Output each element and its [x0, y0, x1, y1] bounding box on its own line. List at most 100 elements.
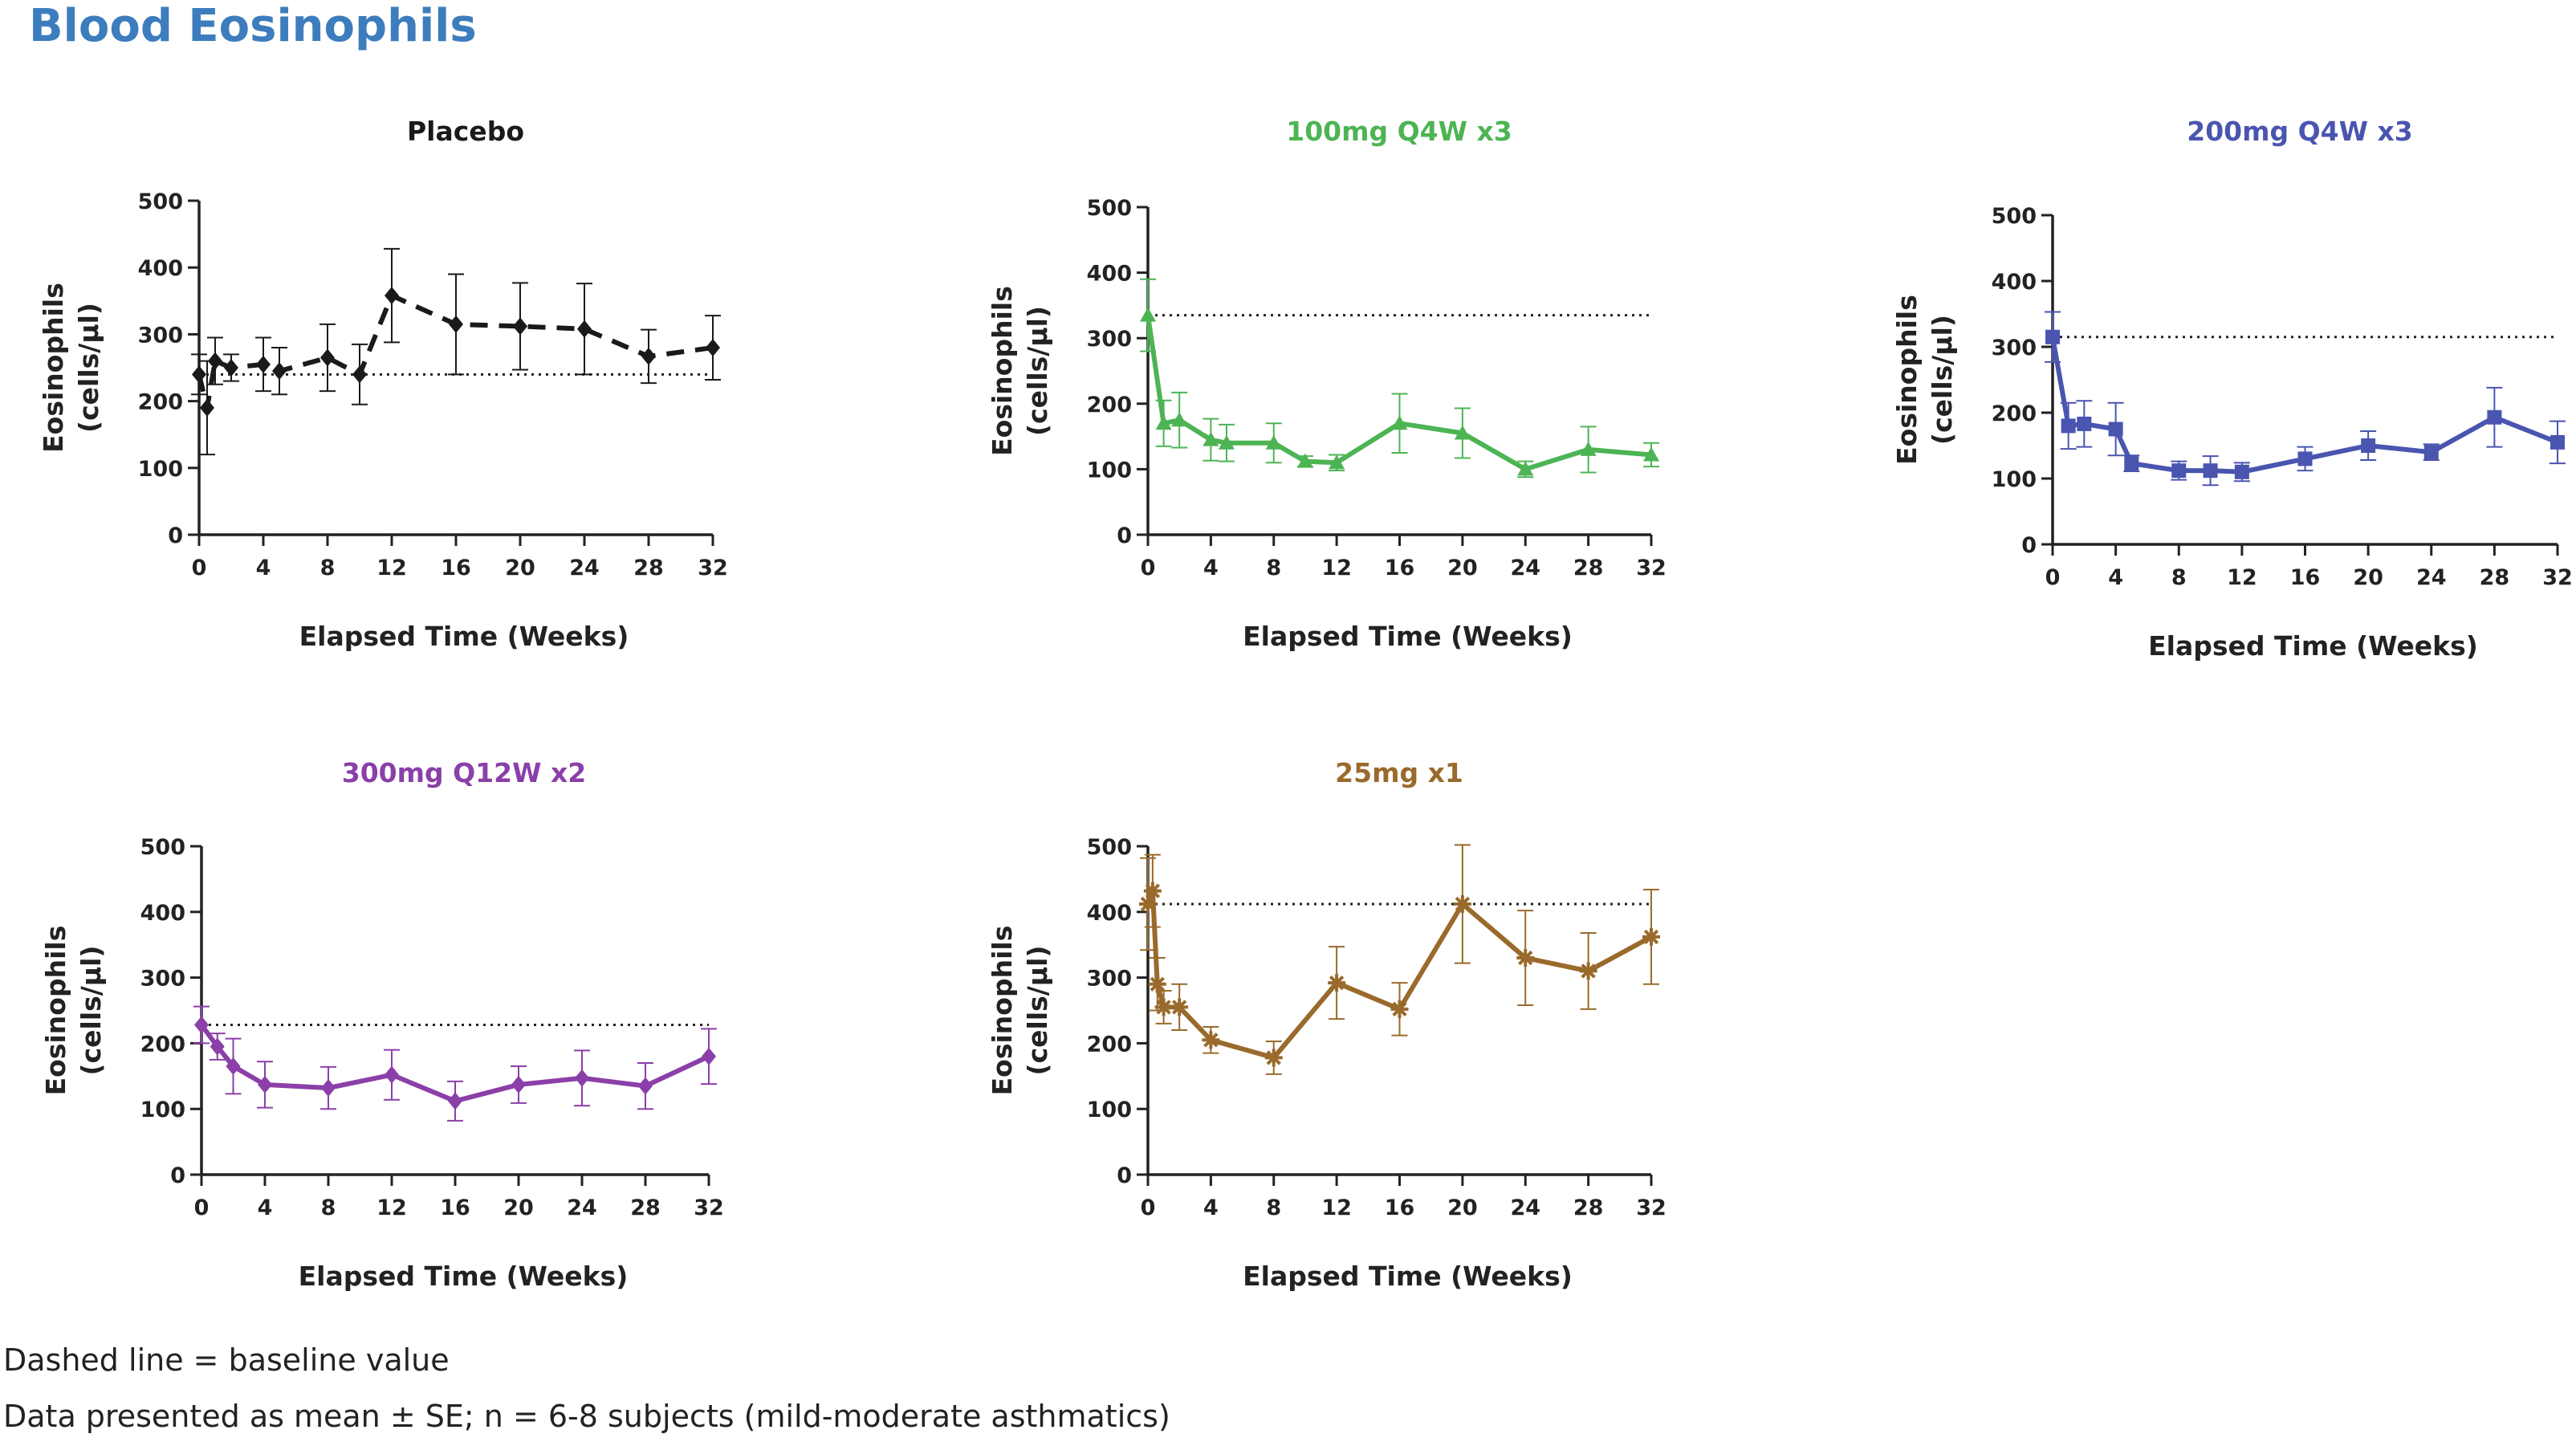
panel-3: 200mg Q4W x3 0 100 200 300 400 500 0 4 8 12 16 20 24 2…	[1891, 116, 2573, 662]
data-point	[1580, 441, 1597, 456]
panel-title: 200mg Q4W x3	[2187, 116, 2413, 147]
y-tick-label: 300	[138, 323, 183, 348]
x-tick-label: 4	[2108, 565, 2123, 590]
data-point	[256, 355, 271, 373]
footnote-data-note: Data presented as mean ± SE; n = 6-8 sub…	[3, 1399, 1170, 1434]
x-tick-label: 24	[1510, 1195, 1540, 1220]
data-point	[2171, 463, 2187, 479]
data-point	[1148, 975, 1166, 993]
y-tick-label: 0	[170, 1163, 185, 1188]
data-point	[2124, 456, 2139, 471]
x-tick-label: 12	[376, 1195, 407, 1220]
y-tick-label: 200	[140, 1032, 185, 1057]
data-point	[258, 1075, 272, 1094]
x-axis-label: Elapsed Time (Weeks)	[299, 621, 629, 652]
data-point	[226, 1057, 241, 1076]
data-point	[320, 348, 335, 367]
y-tick-label: 200	[138, 390, 183, 415]
y-tick-label: 0	[168, 523, 183, 548]
data-point	[1155, 415, 1172, 430]
x-tick-label: 32	[1636, 556, 1666, 580]
data-point	[513, 317, 527, 336]
panel-2: 100mg Q4W x3 0 100 200 300 400 500 0 4 8 12 16 20 24 2…	[987, 116, 1666, 652]
x-tick-label: 12	[376, 556, 407, 580]
y-tick-label: 500	[138, 189, 183, 214]
x-tick-label: 20	[1447, 556, 1478, 580]
data-point	[1329, 454, 1345, 470]
x-axis-label: Elapsed Time (Weeks)	[2148, 630, 2478, 662]
data-point	[1516, 949, 1535, 967]
panel-title: 300mg Q12W x2	[342, 757, 587, 788]
y-tick-label: 500	[1992, 204, 2037, 229]
data-point	[208, 352, 222, 370]
x-tick-label: 8	[2171, 565, 2187, 590]
y-tick-label: 200	[1087, 393, 1132, 418]
x-tick-label: 28	[1573, 556, 1604, 580]
x-tick-label: 24	[567, 1195, 597, 1220]
footnote-baseline: Dashed line = baseline value	[3, 1342, 450, 1378]
y-axis-label: (cells/µl)	[75, 945, 107, 1075]
x-tick-label: 20	[2353, 565, 2383, 590]
x-tick-label: 20	[1447, 1195, 1478, 1220]
data-point	[1390, 1000, 1409, 1018]
x-tick-label: 24	[569, 556, 600, 580]
data-point	[1453, 894, 1471, 913]
y-tick-label: 300	[140, 967, 185, 992]
x-tick-label: 32	[698, 556, 728, 580]
data-point	[1579, 962, 1597, 980]
data-point	[1203, 431, 1219, 446]
y-tick-label: 300	[1992, 336, 2037, 360]
series-line	[197, 293, 714, 410]
data-point	[321, 1079, 336, 1098]
data-point	[511, 1075, 526, 1094]
data-point	[1171, 412, 1188, 427]
data-point	[2077, 416, 2092, 431]
data-point	[449, 315, 463, 333]
y-axis-label: (cells/µl)	[1022, 306, 1053, 436]
panel-4: 300mg Q12W x2 0 100 200 300 400 500 0 4 8 12 16 20 24…	[40, 757, 724, 1292]
x-tick-label: 0	[1141, 1195, 1156, 1220]
data-point	[1170, 998, 1189, 1016]
data-point	[641, 347, 656, 365]
data-point	[706, 339, 720, 357]
panel-title: 100mg Q4W x3	[1286, 116, 1512, 147]
data-point	[2045, 329, 2060, 344]
data-point	[1296, 453, 1313, 468]
data-point	[2423, 445, 2439, 460]
x-axis-label: Elapsed Time (Weeks)	[1243, 1261, 1573, 1292]
data-point	[1265, 434, 1282, 450]
x-tick-label: 4	[256, 556, 271, 580]
x-tick-label: 8	[320, 556, 336, 580]
y-tick-label: 300	[1087, 327, 1132, 352]
x-tick-label: 0	[192, 556, 207, 580]
data-point	[224, 359, 238, 377]
data-point	[1143, 882, 1162, 900]
y-tick-label: 100	[140, 1098, 185, 1122]
y-axis-label: (cells/µl)	[73, 303, 104, 433]
data-point	[385, 1065, 399, 1084]
data-point	[194, 1016, 209, 1034]
data-point	[1202, 1031, 1220, 1049]
x-tick-label: 24	[1510, 556, 1540, 580]
y-tick-label: 500	[140, 835, 185, 860]
y-tick-label: 200	[1992, 401, 2037, 426]
x-tick-label: 0	[2045, 565, 2061, 590]
data-point	[1139, 894, 1157, 913]
data-point	[1643, 446, 1659, 462]
x-tick-label: 32	[694, 1195, 724, 1220]
data-point	[385, 287, 399, 305]
x-tick-label: 28	[2480, 565, 2510, 590]
data-point	[702, 1047, 716, 1065]
data-point	[2234, 464, 2249, 479]
y-axis-label: Eosinophils	[40, 926, 71, 1096]
x-tick-label: 4	[1203, 556, 1219, 580]
x-tick-label: 28	[630, 1195, 661, 1220]
x-tick-label: 32	[2542, 565, 2573, 590]
data-point	[575, 1069, 589, 1087]
x-tick-label: 0	[1141, 556, 1156, 580]
y-tick-label: 0	[1117, 523, 1132, 548]
y-tick-label: 300	[1087, 967, 1132, 992]
y-tick-label: 0	[1117, 1163, 1132, 1188]
x-tick-label: 16	[440, 1195, 470, 1220]
